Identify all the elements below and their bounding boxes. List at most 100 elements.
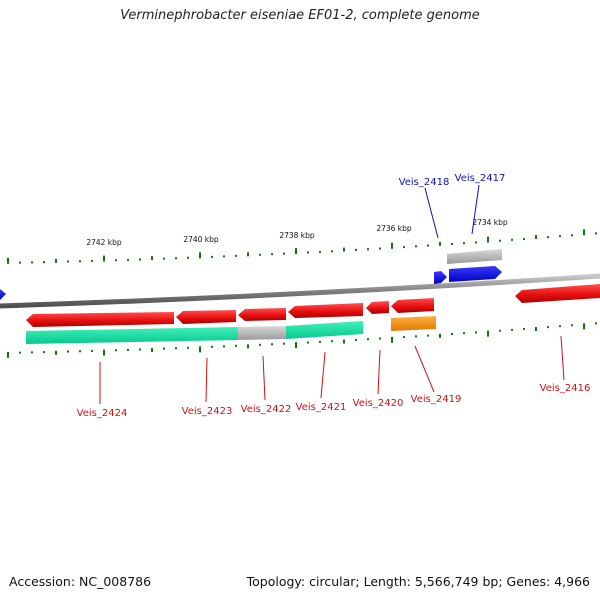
scale-tick — [343, 247, 345, 252]
lower-tick-row — [7, 322, 597, 358]
gene-arrow-forward[interactable] — [0, 289, 6, 300]
scale-tick — [523, 237, 525, 240]
scale-tick — [571, 234, 573, 237]
scale-tick — [271, 343, 273, 346]
scale-tick — [547, 236, 549, 239]
gene-label-bottom[interactable]: Veis_2416 — [540, 383, 591, 394]
scale-tick — [115, 349, 117, 352]
scale-tick — [55, 350, 57, 355]
scale-tick — [91, 349, 93, 352]
scale-tick — [79, 350, 81, 353]
scale-tick — [19, 261, 21, 264]
scale-tick — [523, 327, 525, 330]
scale-label: 2738 kbp — [279, 231, 315, 240]
scale-tick — [319, 250, 321, 253]
scale-tick — [187, 346, 189, 349]
scale-tick — [163, 347, 165, 350]
scale-tick — [439, 333, 441, 338]
gene-label-bottom[interactable]: Veis_2424 — [77, 408, 128, 419]
scale-tick — [475, 331, 477, 334]
scale-tick — [559, 235, 561, 238]
scale-label: 2742 kbp — [86, 238, 122, 247]
scale-tick — [451, 243, 453, 246]
genome-summary-text: Topology: circular; Length: 5,566,749 bp… — [246, 574, 590, 589]
scale-tick — [283, 252, 285, 255]
scale-tick — [295, 248, 297, 255]
gene-arrow-veis-2424[interactable] — [26, 312, 174, 327]
scale-tick — [355, 338, 357, 341]
scale-tick — [547, 326, 549, 329]
scale-tick — [307, 341, 309, 344]
scale-tick — [475, 241, 477, 244]
scale-tick — [139, 258, 141, 261]
scale-tick — [571, 324, 573, 327]
scale-tick — [31, 351, 33, 354]
scale-label: 2736 kbp — [376, 224, 412, 233]
upper-tick-row — [7, 229, 597, 264]
scale-tick — [415, 335, 417, 338]
feature-green-left[interactable] — [26, 327, 238, 344]
scale-tick — [487, 236, 489, 243]
gene-label-bottom[interactable]: Veis_2421 — [296, 402, 347, 413]
scale-tick — [175, 347, 177, 350]
scale-tick — [247, 344, 249, 349]
scale-labels: 2742 kbp 2740 kbp 2738 kbp 2736 kbp 2734… — [86, 218, 508, 247]
feature-grey-middle[interactable] — [238, 326, 286, 340]
scale-tick — [511, 328, 513, 331]
scale-tick — [499, 329, 501, 332]
gene-arrow-veis-2422[interactable] — [238, 308, 286, 321]
scale-tick — [139, 348, 141, 351]
scale-tick — [331, 340, 333, 343]
scale-tick — [331, 250, 333, 253]
scale-tick — [499, 239, 501, 242]
scale-tick — [379, 337, 381, 340]
genome-backbone — [0, 273, 600, 309]
gene-arrow-veis-2423[interactable] — [176, 310, 236, 324]
scale-tick — [223, 255, 225, 258]
scale-tick — [151, 256, 153, 261]
scale-tick — [67, 350, 69, 353]
scale-tick — [463, 242, 465, 245]
feature-orange[interactable] — [391, 316, 436, 331]
gene-label-bottom[interactable]: Veis_2423 — [182, 406, 233, 417]
scale-label: 2740 kbp — [183, 235, 219, 244]
scale-tick — [91, 259, 93, 262]
gene-arrow-veis-2417[interactable] — [449, 266, 502, 282]
scale-tick — [463, 332, 465, 335]
scale-tick — [103, 349, 105, 356]
scale-tick — [511, 238, 513, 241]
gene-label-top[interactable]: Veis_2417 — [455, 173, 506, 184]
gene-label-bottom[interactable]: Veis_2419 — [411, 394, 462, 405]
scale-tick — [379, 247, 381, 250]
gene-label-bottom[interactable]: Veis_2420 — [353, 398, 404, 409]
scale-tick — [367, 338, 369, 341]
gene-arrow-veis-2418[interactable] — [434, 271, 447, 284]
scale-tick — [211, 255, 213, 258]
scale-tick — [151, 348, 153, 353]
scale-tick — [187, 256, 189, 259]
leader-lines — [99, 184, 565, 404]
feature-green-right[interactable] — [286, 321, 363, 339]
genome-title: Verminephrobacter eiseniae EF01-2, compl… — [120, 8, 480, 23]
scale-tick — [271, 253, 273, 256]
gene-arrow-veis-2420[interactable] — [366, 301, 389, 314]
scale-tick — [415, 245, 417, 248]
scale-tick — [439, 241, 441, 246]
gene-labels: Veis_2418 Veis_2417 Veis_2424 Veis_2423 … — [77, 173, 591, 419]
scale-tick — [535, 327, 537, 332]
scale-tick — [367, 248, 369, 251]
scale-tick — [247, 252, 249, 257]
gene-arrow-veis-2416[interactable] — [515, 284, 600, 303]
scale-tick — [103, 255, 105, 262]
gene-label-bottom[interactable]: Veis_2422 — [241, 404, 292, 415]
gene-arrow-veis-2419[interactable] — [391, 298, 434, 313]
scale-tick — [235, 254, 237, 257]
gene-label-top[interactable]: Veis_2418 — [399, 177, 450, 188]
scale-tick — [235, 344, 237, 347]
scale-tick — [199, 346, 201, 353]
gene-arrow-veis-2421[interactable] — [288, 303, 363, 318]
scale-tick — [319, 340, 321, 343]
feature-grey-upper[interactable] — [447, 249, 502, 264]
